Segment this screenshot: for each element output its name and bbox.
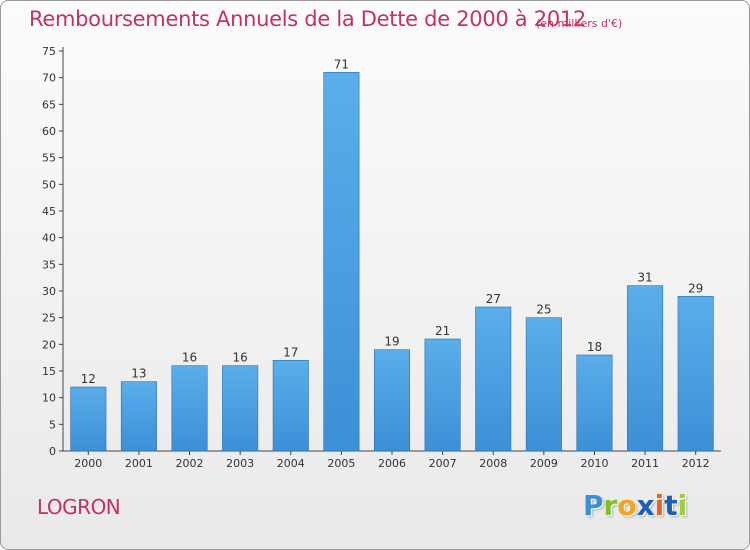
chart-subtitle: (en milliers d'€) (536, 17, 623, 30)
x-tick-label: 2002 (176, 457, 204, 470)
bar (373, 349, 411, 452)
bar (272, 360, 309, 452)
y-tick-label: 20 (42, 338, 56, 351)
brand-letter: o (617, 489, 637, 522)
bar (70, 386, 107, 452)
x-tick-label: 2007 (429, 457, 457, 470)
brand-letter: t (664, 489, 678, 522)
commune-name: LOGRON (37, 495, 121, 519)
bar (323, 72, 360, 452)
y-tick-label: 40 (42, 232, 56, 245)
bar (475, 306, 512, 452)
brand-letter: i (654, 489, 665, 522)
x-tick-label: 2000 (74, 457, 102, 470)
bar (424, 338, 461, 452)
brand-letter: x (636, 489, 655, 522)
data-label: 29 (688, 281, 703, 295)
bar (576, 354, 613, 452)
x-tick-label: 2005 (327, 457, 355, 470)
data-label: 17 (283, 345, 298, 359)
y-tick-label: 55 (42, 152, 56, 165)
data-label: 21 (435, 324, 450, 338)
data-label: 19 (384, 335, 399, 349)
bar (627, 285, 664, 452)
bar (171, 365, 208, 452)
bar (222, 365, 259, 452)
y-tick-label: 65 (42, 98, 56, 111)
data-label: 16 (233, 351, 248, 365)
y-tick-label: 45 (42, 205, 56, 218)
y-tick-label: 70 (42, 72, 56, 85)
brand-letter: i (677, 489, 688, 522)
brand-letter: r (603, 489, 618, 522)
y-tick-label: 5 (49, 418, 56, 431)
data-label: 13 (131, 367, 146, 381)
x-tick-label: 2012 (682, 457, 710, 470)
y-tick-label: 0 (49, 445, 56, 458)
x-tick-label: 2009 (530, 457, 558, 470)
x-tick-label: 2011 (631, 457, 659, 470)
data-label: 71 (334, 57, 349, 71)
x-tick-label: 2006 (378, 457, 406, 470)
brand-letter: P (583, 489, 604, 522)
bar (525, 317, 562, 452)
y-tick-label: 50 (42, 178, 56, 191)
x-tick-label: 2008 (479, 457, 507, 470)
y-tick-label: 30 (42, 285, 56, 298)
y-tick-label: 10 (42, 392, 56, 405)
data-label: 16 (182, 351, 197, 365)
x-tick-label: 2003 (226, 457, 254, 470)
y-tick-label: 15 (42, 365, 56, 378)
data-label: 25 (536, 303, 551, 317)
x-tick-label: 2001 (125, 457, 153, 470)
x-tick-label: 2010 (580, 457, 608, 470)
bar (120, 381, 157, 452)
bar (677, 296, 714, 452)
data-label: 27 (486, 292, 501, 306)
proxiti-logo: Proxiti (583, 489, 687, 525)
x-tick-label: 2004 (277, 457, 305, 470)
y-tick-label: 60 (42, 125, 56, 138)
y-tick-label: 25 (42, 312, 56, 325)
y-tick-label: 35 (42, 258, 56, 271)
data-label: 12 (81, 372, 96, 386)
chart-title: Remboursements Annuels de la Dette de 20… (29, 7, 586, 31)
y-tick-label: 75 (42, 45, 56, 58)
data-label: 18 (587, 340, 602, 354)
data-label: 31 (637, 271, 652, 285)
